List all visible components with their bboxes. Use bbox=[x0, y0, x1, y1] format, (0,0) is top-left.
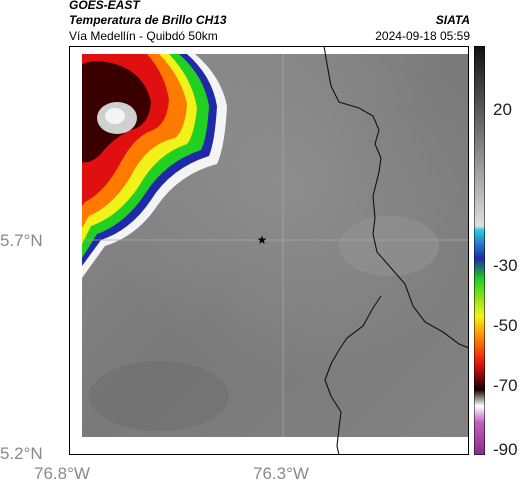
lon-label: 76.3°W bbox=[253, 464, 309, 483]
map-frame bbox=[69, 46, 469, 455]
light-patch bbox=[339, 216, 439, 276]
organization-label: SIATA bbox=[435, 13, 470, 27]
cloud-top-inner bbox=[105, 108, 125, 124]
colorbar-tick: -90 bbox=[493, 440, 518, 459]
lon-label: 76.8°W bbox=[34, 464, 90, 483]
product-title: Temperatura de Brillo CH13 bbox=[69, 13, 227, 27]
colorbar-tick: -30 bbox=[493, 256, 518, 275]
brightness-temperature-map: ★ bbox=[69, 46, 469, 455]
dark-patch bbox=[89, 361, 229, 431]
colorbar-fill bbox=[474, 46, 485, 455]
route-label: Vía Medellín - Quibdó 50km bbox=[69, 29, 218, 43]
boundary-line bbox=[323, 46, 469, 349]
satellite-title: GOES-EAST bbox=[69, 0, 140, 12]
colorbar bbox=[474, 46, 485, 455]
star-icon: ★ bbox=[257, 233, 268, 247]
boundary-line-south bbox=[324, 295, 382, 455]
colorbar-tick: 20 bbox=[493, 100, 512, 119]
colorbar-tick: -70 bbox=[493, 376, 518, 395]
lat-label: 5.2°N bbox=[0, 444, 43, 463]
colorbar-tick: -50 bbox=[493, 316, 518, 335]
lat-label: 5.7°N bbox=[0, 231, 43, 250]
datetime-label: 2024-09-18 05:59 bbox=[375, 29, 470, 43]
